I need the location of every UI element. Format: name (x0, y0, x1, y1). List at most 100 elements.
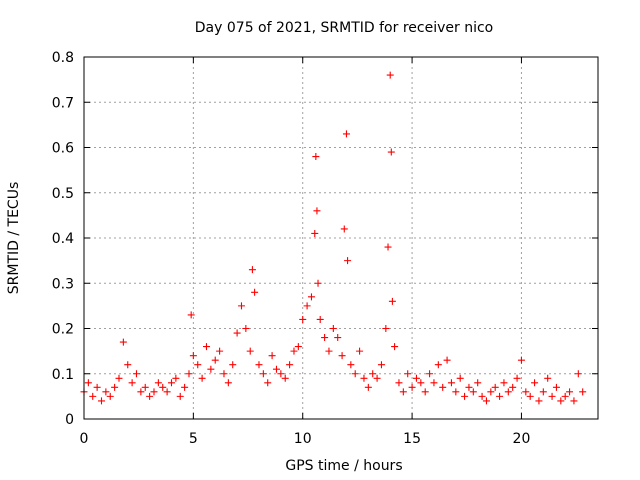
data-point (557, 397, 565, 405)
data-point (387, 148, 395, 156)
data-point (351, 370, 359, 378)
data-point (522, 388, 530, 396)
data-point (198, 374, 206, 382)
data-point (399, 388, 407, 396)
data-point (307, 293, 315, 301)
data-point (242, 325, 250, 332)
data-point (342, 130, 350, 138)
data-point (443, 356, 451, 364)
data-point (299, 315, 307, 323)
data-point (313, 207, 321, 215)
data-point (566, 388, 574, 396)
data-point (115, 374, 123, 382)
data-point (384, 243, 392, 251)
data-points (80, 71, 587, 405)
y-tick-label: 0.4 (52, 231, 74, 247)
data-point (382, 325, 390, 332)
data-point (412, 374, 420, 382)
data-point (344, 257, 352, 265)
data-point (290, 347, 298, 355)
y-tick-label: 0.7 (52, 95, 74, 111)
data-point (314, 279, 322, 287)
data-point (259, 370, 267, 378)
data-point (561, 392, 569, 400)
data-point (373, 374, 381, 382)
data-point (189, 352, 197, 360)
data-point (395, 379, 403, 387)
data-point (187, 311, 195, 319)
data-point (421, 388, 429, 396)
data-point (255, 361, 263, 369)
y-axis-label: SRMTID / TECUs (6, 182, 22, 295)
data-point (487, 388, 495, 396)
data-point (439, 383, 447, 391)
data-point (579, 388, 587, 396)
x-tick-label: 15 (403, 431, 421, 447)
data-point (251, 288, 259, 296)
x-tick-label: 0 (80, 431, 89, 447)
data-point (106, 392, 114, 400)
data-point (377, 361, 385, 369)
data-point (544, 374, 552, 382)
y-axis-ticks: 0 0.1 0.2 0.3 0.4 0.5 0.6 0.7 0.8 (52, 50, 598, 428)
data-point (404, 370, 412, 378)
data-point (124, 361, 132, 369)
data-point (185, 370, 193, 378)
x-tick-label: 5 (189, 431, 198, 447)
data-point (224, 379, 232, 387)
data-point (500, 379, 508, 387)
y-tick-label: 0.5 (52, 186, 74, 202)
data-point (539, 388, 547, 396)
data-point (167, 379, 175, 387)
data-point (452, 388, 460, 396)
data-point (220, 370, 228, 378)
data-point (146, 392, 154, 400)
data-point (137, 388, 145, 396)
data-point (286, 361, 294, 369)
data-point (338, 352, 346, 360)
data-point (303, 302, 311, 310)
data-point (202, 343, 210, 351)
data-point (496, 392, 504, 400)
data-point (456, 374, 464, 382)
data-point (181, 383, 189, 391)
data-point (172, 374, 180, 382)
y-tick-label: 0.8 (52, 50, 74, 66)
data-point (211, 356, 219, 364)
data-point (535, 397, 543, 405)
data-point (426, 370, 434, 378)
data-point (248, 266, 256, 274)
x-tick-label: 10 (294, 431, 312, 447)
data-point (509, 383, 517, 391)
data-point (237, 302, 245, 310)
data-point (163, 388, 171, 396)
data-point (312, 153, 320, 161)
data-point (311, 229, 319, 237)
grid (84, 57, 598, 419)
data-point (325, 347, 333, 355)
y-tick-label: 0.3 (52, 276, 74, 292)
data-point (469, 388, 477, 396)
data-point (356, 347, 364, 355)
data-point (277, 370, 285, 378)
y-tick-label: 0.1 (52, 367, 74, 383)
data-point (97, 397, 105, 405)
data-point (570, 397, 578, 405)
data-point (111, 383, 119, 391)
data-point (478, 392, 486, 400)
data-point (316, 315, 324, 323)
data-point (552, 383, 560, 391)
data-point (194, 361, 202, 369)
data-point (408, 383, 416, 391)
data-point (482, 397, 490, 405)
data-point (119, 338, 127, 346)
data-point (321, 334, 329, 342)
data-point (491, 383, 499, 391)
data-point (347, 361, 355, 369)
data-point (364, 383, 372, 391)
data-point (294, 343, 302, 351)
data-point (434, 361, 442, 369)
data-point (216, 347, 224, 355)
y-tick-label: 0.2 (52, 322, 74, 338)
data-point (474, 379, 482, 387)
